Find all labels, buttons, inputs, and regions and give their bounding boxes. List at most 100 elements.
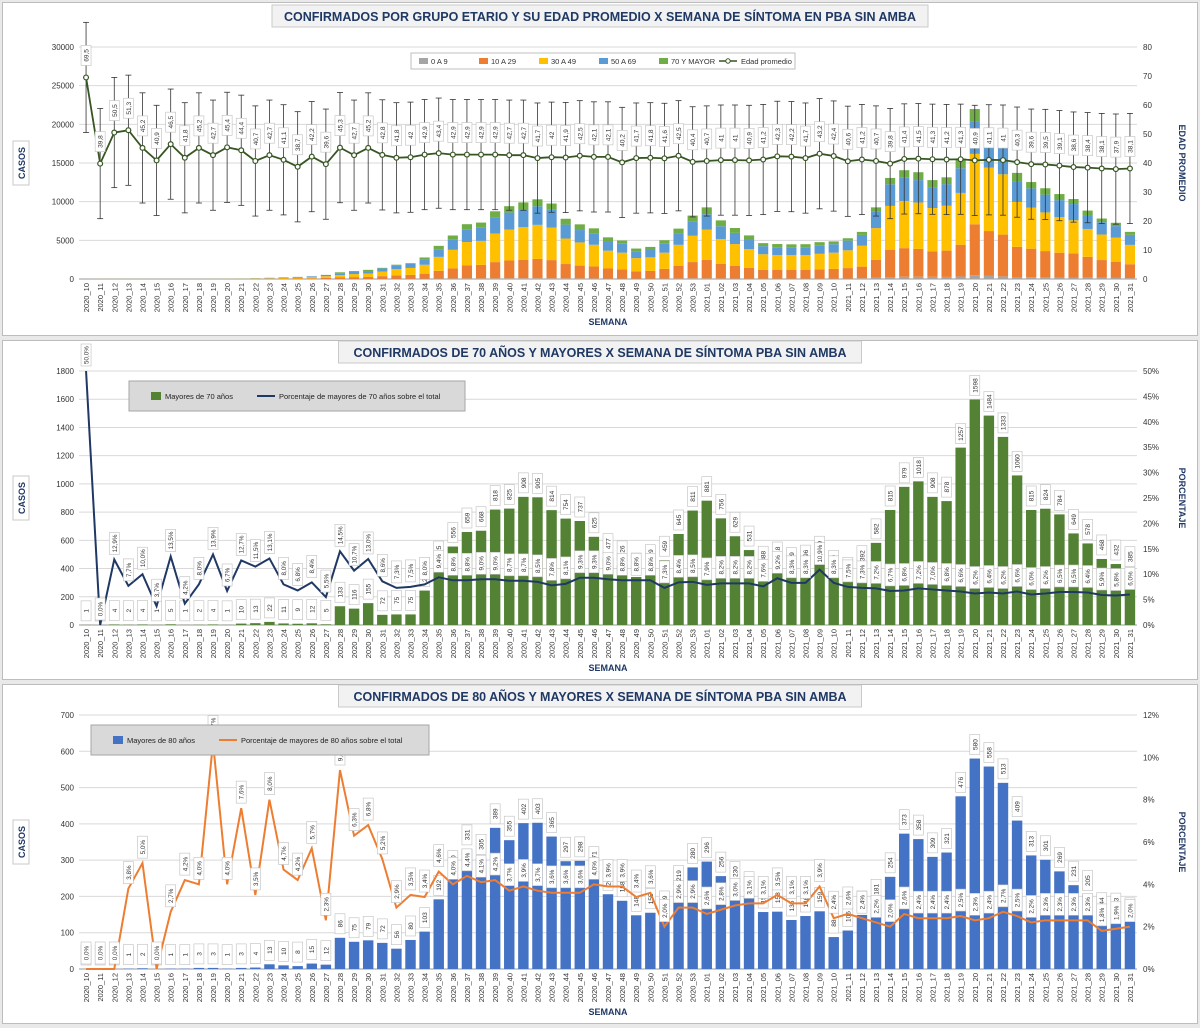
bar-segment (645, 271, 655, 279)
y-tick-label: 600 (61, 536, 75, 545)
data-label: 42,4 (831, 127, 838, 140)
pct-label: 8,7% (521, 557, 528, 572)
x-tick-label: 2020_12 (110, 283, 119, 312)
panel-age-groups: CONFIRMADOS POR GRUPO ETARIO Y SU EDAD P… (2, 2, 1198, 336)
bar-segment (702, 230, 712, 260)
bar (349, 942, 359, 969)
chart-title: CONFIRMADOS DE 70 AÑOS Y MAYORES X SEMAN… (353, 345, 846, 360)
line-point (549, 155, 554, 160)
bar-segment (857, 278, 867, 279)
x-tick-label: 2020_51 (660, 283, 669, 312)
pct-label: 6,0% (1127, 571, 1134, 586)
legend-swatch (539, 58, 548, 64)
data-label: 42 (549, 131, 556, 139)
x-tick-label: 2020_20 (223, 629, 232, 658)
x-tick-label: 2021_08 (801, 629, 810, 658)
x-axis-title: SEMANA (588, 1007, 628, 1017)
x-tick-label: 2021_11 (844, 283, 853, 312)
x-tick-label: 2020_52 (675, 283, 684, 312)
bar-segment (786, 244, 796, 247)
bar (828, 937, 838, 969)
y-tick-label: 400 (61, 820, 75, 829)
x-tick-label: 2020_41 (519, 283, 528, 312)
bar-segment (575, 224, 585, 230)
line-point (295, 164, 300, 169)
line-point (718, 158, 723, 163)
line-point (197, 146, 202, 151)
bar-segment (673, 229, 683, 234)
pct-label: 7,9% (704, 561, 711, 576)
bar (955, 796, 965, 969)
bar-segment (504, 230, 514, 261)
bar-label: 1 (126, 952, 133, 956)
y-tick-label: 5000 (56, 236, 74, 245)
bar-segment (871, 260, 881, 278)
x-tick-label: 2020_20 (223, 283, 232, 312)
bar-segment (1054, 277, 1064, 279)
bar-label: 649 (1071, 514, 1078, 525)
y-tick-label: 600 (61, 747, 75, 756)
chart-80-plus: CONFIRMADOS DE 80 AÑOS Y MAYORES X SEMAN… (3, 685, 1197, 1023)
data-label: 42,5 (676, 127, 683, 140)
data-label: 41,8 (648, 129, 655, 142)
bar-segment (1083, 278, 1093, 279)
bar-segment (843, 250, 853, 268)
x-tick-label: 2021_22 (999, 973, 1008, 1002)
x-tick-label: 2021_18 (943, 283, 952, 312)
pct-label: 8,6% (380, 558, 387, 573)
bar-segment (984, 276, 994, 279)
line-point (1057, 163, 1062, 168)
bar-segment (504, 261, 514, 279)
x-tick-label: 2020_13 (124, 283, 133, 312)
y2-tick-label: 20% (1143, 519, 1159, 528)
bar-segment (617, 244, 627, 253)
bar (335, 606, 345, 625)
x-tick-label: 2020_19 (209, 283, 218, 312)
pct-label: 2,7% (1000, 888, 1007, 903)
data-label: 41,7 (535, 129, 542, 142)
line-point (1099, 166, 1104, 171)
bar-segment (871, 278, 881, 279)
bar-segment (716, 239, 726, 264)
bar (645, 569, 655, 625)
bar-label: 1257 (958, 426, 965, 441)
line-point (338, 145, 343, 150)
pct-label: 8,3% (803, 559, 810, 574)
bar-segment (462, 229, 472, 242)
bar-segment (321, 278, 331, 279)
bar-segment (363, 273, 373, 276)
x-tick-label: 2021_30 (1112, 973, 1121, 1002)
pct-label: 6,2% (1000, 570, 1007, 585)
bar-segment (518, 209, 528, 227)
bar-segment (772, 247, 782, 255)
pct-label: 7,5% (845, 563, 852, 578)
data-label: 42 (408, 131, 415, 139)
x-tick-label: 2020_37 (463, 973, 472, 1002)
y-tick-label: 1000 (56, 480, 74, 489)
x-tick-label: 2021_01 (703, 629, 712, 658)
bar-label: 1 (84, 609, 91, 613)
bar-label: 9 (295, 608, 302, 612)
legend-label: 0 A 9 (431, 57, 448, 66)
bar-segment (589, 228, 599, 233)
bar (208, 968, 218, 969)
bar-segment (391, 275, 401, 278)
pct-label: 5,9% (1099, 571, 1106, 586)
pct-label: 4,2% (295, 857, 302, 872)
bar (490, 828, 500, 969)
bar (603, 894, 613, 969)
line-point (986, 157, 991, 162)
pct-label: 2,7% (168, 888, 175, 903)
y2-tick-label: 35% (1143, 443, 1159, 452)
bar-segment (377, 268, 387, 269)
x-tick-label: 2020_53 (689, 283, 698, 312)
bar-label: 313 (1029, 836, 1036, 847)
data-label: 43,2 (817, 125, 824, 138)
bar-segment (744, 235, 754, 239)
pct-label: 3,9% (620, 863, 627, 878)
bar (786, 572, 796, 625)
bar-segment (1097, 278, 1107, 279)
x-tick-label: 2021_15 (900, 973, 909, 1002)
bar (377, 615, 387, 625)
